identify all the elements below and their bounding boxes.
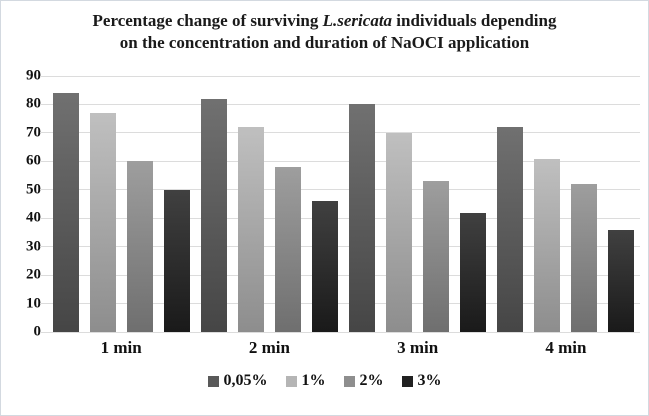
legend-marker: [207, 375, 219, 387]
y-axis-label: 20: [26, 266, 41, 283]
gridline: [40, 189, 640, 191]
bar: [497, 127, 524, 332]
legend-marker: [343, 375, 355, 387]
legend-label: 2%: [359, 372, 384, 389]
bar: [237, 127, 264, 332]
bar: [274, 167, 301, 332]
x-axis-label: 1 min: [100, 338, 142, 357]
gridline: [40, 160, 640, 162]
title-text-pre: Percentage change of surviving: [92, 11, 323, 30]
chart-title-line2: on the concentration and duration of NaO…: [119, 33, 530, 52]
y-axis: 90 80 70 60 50 40 30 20 10 0: [5, 68, 41, 340]
plot-area: [40, 75, 640, 333]
legend-label: 0,05%: [223, 372, 268, 389]
gridline: [40, 75, 640, 77]
bar: [571, 184, 598, 332]
y-axis-label: 70: [26, 124, 41, 141]
bar: [349, 104, 376, 332]
x-axis-label: 2 min: [248, 338, 290, 357]
bar: [386, 132, 413, 332]
y-axis-label: 80: [26, 95, 41, 112]
bar: [200, 98, 227, 332]
bar: [534, 158, 561, 332]
x-axis-label: 3 min: [397, 338, 439, 357]
y-axis-label: 50: [26, 181, 41, 198]
legend-item: 2%: [343, 372, 384, 390]
bar: [460, 212, 487, 332]
y-axis-label: 0: [33, 323, 42, 340]
bar: [423, 181, 450, 332]
chart-title: Percentage change of surviving L.sericat…: [1, 10, 648, 54]
legend-item: 3%: [401, 372, 442, 390]
y-axis-label: 40: [26, 209, 41, 226]
y-axis-label: 30: [26, 238, 41, 255]
bar: [163, 189, 190, 332]
bar: [311, 201, 338, 332]
bar-group: [344, 76, 492, 332]
legend-item: 1%: [285, 372, 326, 390]
bar-group: [195, 76, 343, 332]
y-axis-label: 10: [26, 295, 41, 312]
legend-marker: [285, 375, 297, 387]
legend-item: 0,05%: [207, 372, 268, 390]
y-axis-label: 60: [26, 152, 41, 169]
bar: [126, 161, 153, 332]
x-axis-labels: 1 min 2 min 3 min 4 min: [47, 338, 640, 358]
bar: [608, 229, 635, 332]
gridline: [40, 246, 640, 248]
title-species-name: L.sericata: [322, 11, 393, 30]
gridline: [40, 132, 640, 134]
legend-label: 1%: [301, 372, 326, 389]
title-text-post: individuals depending: [392, 11, 557, 30]
y-axis-label: 90: [26, 67, 41, 84]
legend: 0,05% 1% 2% 3%: [1, 372, 648, 390]
chart-title-line1: Percentage change of surviving L.sericat…: [1, 10, 648, 32]
bar-group: [492, 76, 640, 332]
bar: [52, 93, 79, 332]
legend-marker: [401, 375, 413, 387]
gridline: [40, 274, 640, 276]
gridline: [40, 217, 640, 219]
x-axis-label: 4 min: [545, 338, 587, 357]
legend-label: 3%: [417, 372, 442, 389]
gridline: [40, 303, 640, 305]
bar: [89, 112, 116, 332]
gridline: [40, 331, 640, 333]
bar-group: [47, 76, 195, 332]
gridline: [40, 103, 640, 105]
